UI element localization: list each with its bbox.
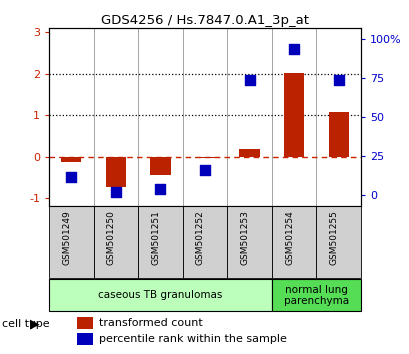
Point (157, 186, 163, 192)
Text: GSM501250: GSM501250 (107, 210, 116, 265)
FancyBboxPatch shape (271, 206, 315, 278)
Title: GDS4256 / Hs.7847.0.A1_3p_at: GDS4256 / Hs.7847.0.A1_3p_at (101, 14, 308, 27)
Bar (77, 333, 92, 345)
Text: percentile rank within the sample: percentile rank within the sample (99, 334, 286, 344)
Bar (328, 112, 348, 157)
Text: normal lung
parenchyma: normal lung parenchyma (283, 285, 348, 306)
Bar (77, 317, 92, 330)
FancyBboxPatch shape (182, 206, 227, 278)
Point (201, 167, 208, 173)
FancyBboxPatch shape (227, 206, 271, 278)
Text: transformed count: transformed count (99, 318, 202, 329)
Text: GSM501249: GSM501249 (62, 210, 71, 265)
FancyBboxPatch shape (94, 206, 138, 278)
Bar (61, 157, 81, 162)
Text: GSM501255: GSM501255 (329, 210, 338, 265)
FancyBboxPatch shape (138, 206, 182, 278)
Text: GSM501251: GSM501251 (151, 210, 160, 265)
Bar (283, 73, 303, 157)
Text: GSM501253: GSM501253 (240, 210, 249, 265)
Point (68, 174, 74, 179)
Bar (195, 157, 214, 158)
FancyBboxPatch shape (49, 279, 271, 312)
Text: caseous TB granulomas: caseous TB granulomas (98, 291, 222, 301)
FancyBboxPatch shape (315, 206, 360, 278)
Bar (106, 157, 126, 187)
FancyBboxPatch shape (271, 279, 360, 312)
Text: GSM501254: GSM501254 (284, 210, 293, 265)
Point (335, 77, 341, 83)
Bar (150, 157, 170, 175)
Text: GSM501252: GSM501252 (196, 210, 204, 265)
Text: cell type: cell type (2, 319, 49, 329)
Point (290, 46, 297, 52)
FancyBboxPatch shape (49, 206, 94, 278)
Point (112, 189, 119, 195)
Point (246, 77, 252, 83)
Text: ▶: ▶ (29, 318, 39, 330)
Bar (239, 149, 259, 157)
